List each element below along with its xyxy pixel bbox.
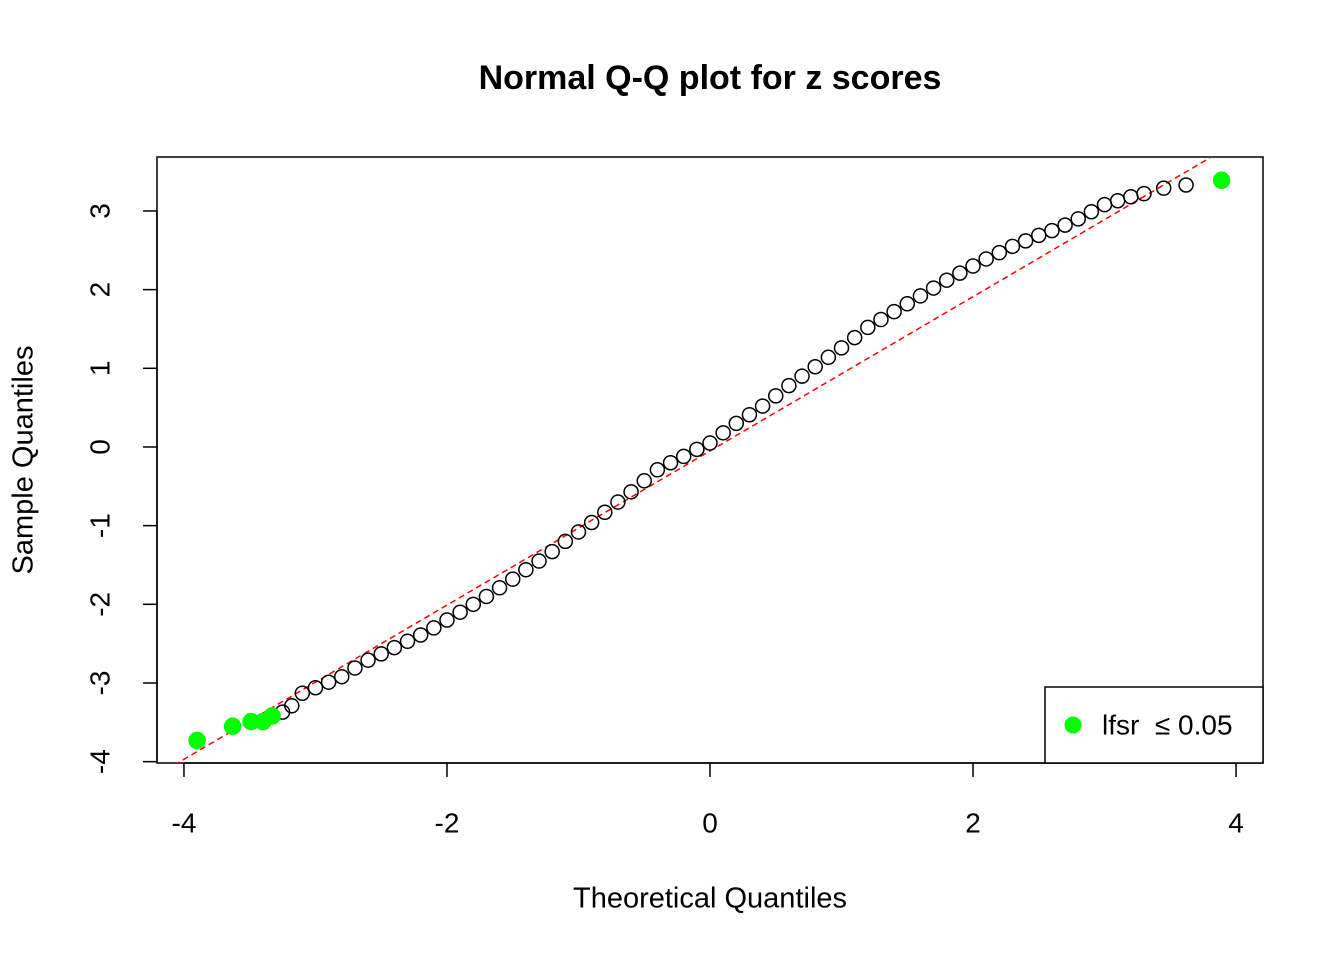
x-tick-label: 0 — [702, 807, 718, 838]
point — [360, 652, 376, 668]
point — [925, 280, 942, 296]
point — [307, 679, 324, 696]
plot-frame — [156, 156, 1264, 764]
point — [544, 543, 560, 560]
point — [912, 288, 929, 304]
point — [846, 329, 863, 346]
y-tick-label: 3 — [84, 203, 115, 219]
point — [702, 435, 718, 451]
point — [1155, 180, 1172, 196]
point — [886, 303, 902, 320]
point — [263, 707, 281, 725]
point — [386, 639, 403, 656]
point — [1096, 196, 1113, 213]
point — [1123, 189, 1139, 205]
point — [728, 415, 745, 432]
point — [820, 349, 837, 366]
legend-marker — [1064, 716, 1082, 734]
point — [662, 454, 679, 471]
point — [583, 514, 600, 531]
point — [781, 377, 797, 394]
x-axis-label: Theoretical Quantiles — [573, 883, 847, 915]
point — [1031, 227, 1047, 244]
point — [1178, 177, 1194, 193]
x-tick-label: 4 — [1228, 807, 1244, 838]
point — [794, 368, 810, 384]
point — [557, 533, 574, 550]
y-tick-label: -4 — [84, 749, 115, 774]
x-tick-label: 2 — [965, 807, 981, 838]
point — [754, 398, 771, 414]
point — [334, 668, 350, 685]
reference-line — [176, 157, 1213, 763]
point — [873, 311, 889, 328]
point — [741, 406, 758, 423]
y-tick-label: 2 — [84, 282, 115, 298]
point — [1004, 238, 1021, 255]
point — [1017, 233, 1034, 249]
point — [294, 685, 311, 701]
point — [649, 462, 666, 478]
legend-label: lfsr ≤ 0.05 — [1102, 709, 1233, 740]
point — [675, 448, 692, 465]
point — [833, 340, 850, 356]
point — [320, 674, 337, 690]
point — [991, 244, 1008, 261]
point — [412, 627, 429, 643]
point — [347, 660, 363, 676]
point — [478, 588, 495, 605]
point — [223, 717, 242, 736]
y-axis-label: Sample Quantiles — [8, 346, 40, 575]
point — [689, 441, 705, 458]
point — [452, 604, 468, 620]
point — [504, 571, 521, 587]
x-tick-label: -4 — [172, 807, 197, 838]
plot-area — [176, 157, 1231, 763]
point — [188, 731, 206, 750]
point — [518, 561, 534, 578]
point — [399, 633, 416, 650]
point — [1057, 217, 1073, 233]
point — [439, 612, 455, 628]
point — [952, 265, 968, 281]
point — [597, 504, 613, 521]
point — [570, 524, 587, 540]
point — [373, 646, 389, 662]
point — [1136, 185, 1152, 202]
point — [1212, 171, 1231, 190]
point — [938, 272, 955, 288]
point — [491, 580, 508, 596]
y-tick-label: -1 — [84, 513, 115, 538]
point — [426, 620, 442, 636]
point — [531, 553, 547, 569]
point — [965, 258, 981, 274]
point — [1070, 211, 1086, 227]
chart-title: Normal Q-Q plot for z scores — [479, 59, 942, 97]
point — [610, 494, 626, 510]
point — [465, 596, 482, 613]
point — [1109, 192, 1126, 209]
point — [623, 484, 639, 500]
point — [636, 473, 652, 489]
point — [860, 319, 876, 336]
point — [715, 425, 731, 441]
point — [978, 251, 994, 267]
point — [1083, 204, 1100, 220]
y-tick-label: 1 — [84, 361, 115, 377]
x-tick-label: -2 — [435, 807, 460, 838]
y-tick-label: 0 — [84, 439, 115, 455]
point — [807, 358, 823, 375]
point — [284, 698, 300, 714]
point — [768, 388, 784, 404]
y-tick-label: -3 — [84, 671, 115, 696]
point — [1044, 222, 1060, 239]
point — [899, 296, 916, 312]
y-tick-label: -2 — [84, 592, 115, 617]
